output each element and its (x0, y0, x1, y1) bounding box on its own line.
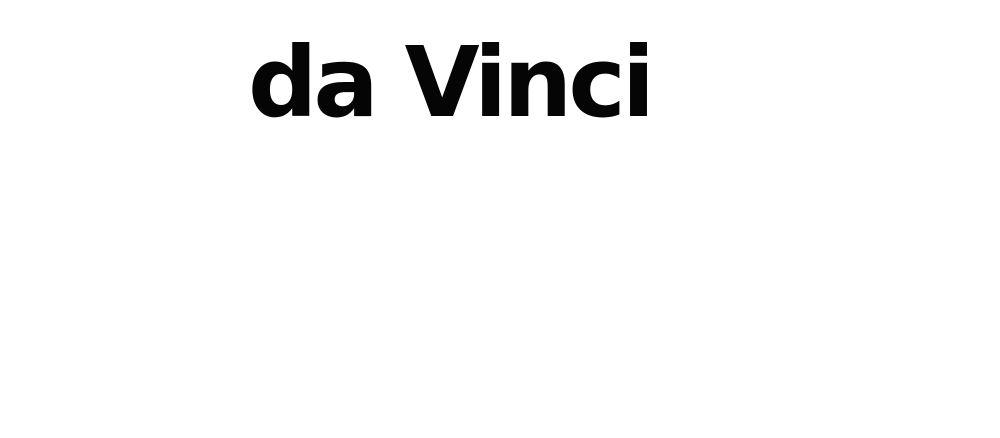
brand-wordmark: da Vinci (248, 26, 655, 139)
